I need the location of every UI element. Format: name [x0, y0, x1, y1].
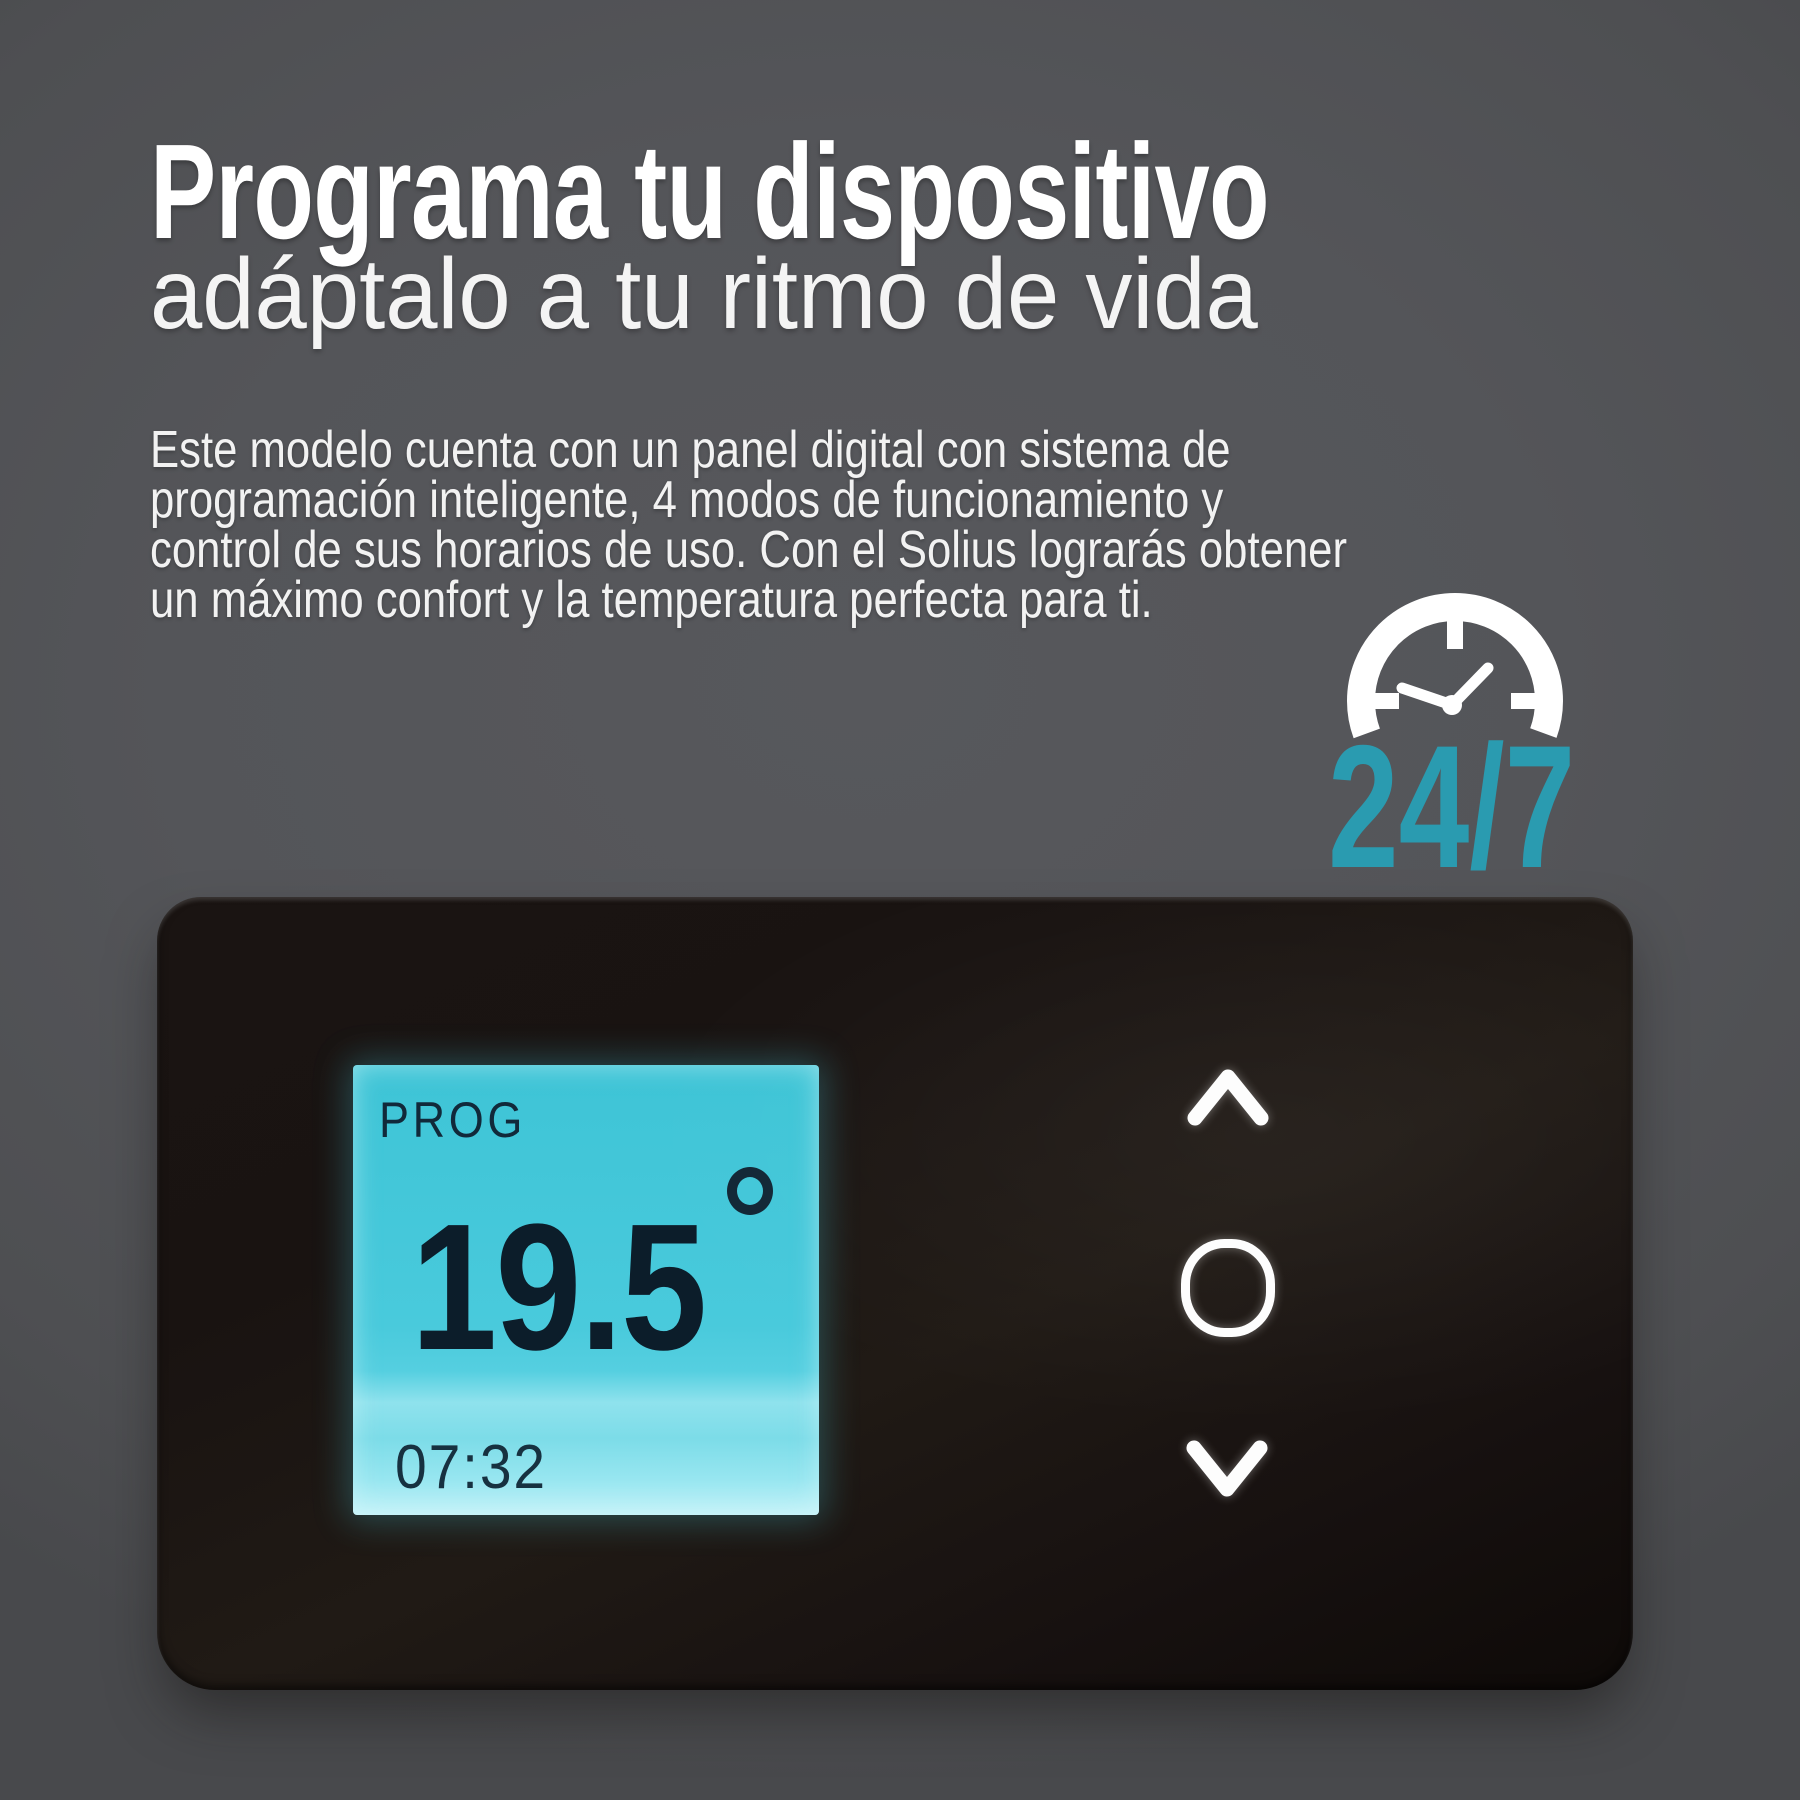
page-subtitle: adáptalo a tu ritmo de vida: [150, 238, 1258, 350]
badge-24-7-label: 24/7: [1328, 710, 1576, 905]
intro-line: programación inteligente, 4 modos de fun…: [150, 471, 1224, 529]
lcd-screen: PROG 19.5 07:32: [353, 1065, 819, 1515]
page-title: Programa tu dispositivo: [150, 116, 1270, 267]
time-value: 07:32: [395, 1433, 547, 1502]
mode-label: PROG: [379, 1092, 526, 1148]
chevron-up-icon: [1187, 1069, 1269, 1126]
temperature-value: 19.5: [411, 1187, 707, 1388]
clock-center-dot: [1442, 695, 1462, 715]
clock-icon: [1347, 593, 1563, 809]
thermostat-panel: PROG 19.5 07:32: [157, 897, 1633, 1690]
clock-tick-3: [1511, 693, 1537, 709]
clock-tick-9: [1373, 693, 1399, 709]
intro-line: control de sus horarios de uso. Con el S…: [150, 521, 1348, 579]
intro-line: Este modelo cuenta con un panel digital …: [150, 421, 1231, 479]
intro-paragraph: Este modelo cuenta con un panel digital …: [150, 421, 1348, 629]
clock-tick-12: [1447, 621, 1463, 649]
circle-icon: [1181, 1239, 1275, 1337]
chevron-down-icon: [1186, 1440, 1268, 1497]
degree-symbol: [727, 1167, 773, 1215]
intro-line: un máximo confort y la temperatura perfe…: [150, 571, 1153, 629]
